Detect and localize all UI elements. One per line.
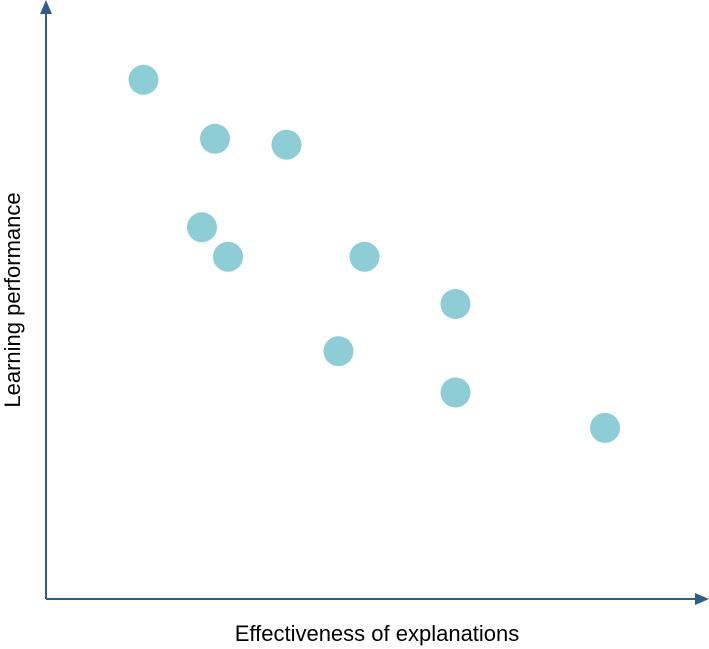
x-axis-arrow [695, 593, 709, 605]
data-point [271, 129, 302, 160]
y-axis-arrow [40, 0, 52, 14]
data-point [128, 64, 159, 95]
data-point [440, 377, 471, 408]
data-point [590, 412, 620, 443]
data-point [200, 123, 230, 154]
y-axis-label: Learning performance [0, 192, 25, 407]
data-point [349, 241, 380, 272]
data-point [187, 212, 217, 243]
x-axis-label: Effectiveness of explanations [235, 621, 520, 646]
data-point [213, 241, 243, 272]
data-point [323, 336, 354, 367]
data-point [440, 289, 471, 319]
